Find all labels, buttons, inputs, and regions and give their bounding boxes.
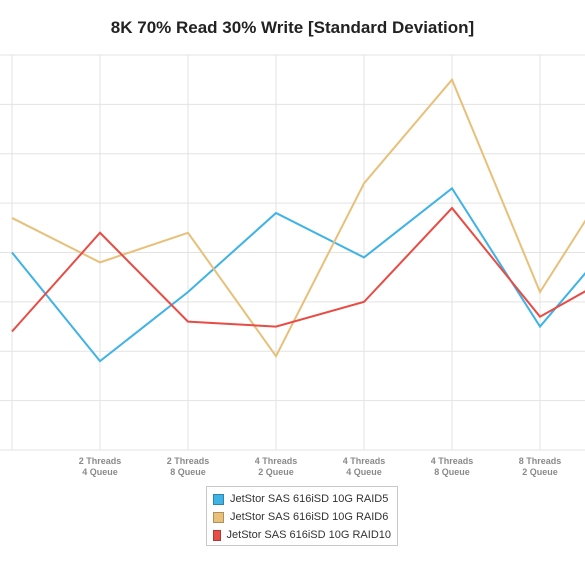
x-tick-label-line: 8 Queue: [434, 467, 470, 477]
x-tick-label: 2 Threads 4 Queue: [79, 456, 122, 477]
legend-label-raid6: JetStor SAS 616iSD 10G RAID6: [230, 511, 389, 523]
series-line-0: [11, 186, 585, 363]
legend-label-raid5: JetStor SAS 616iSD 10G RAID5: [230, 493, 389, 505]
x-tick-label-line: 4 Threads: [431, 456, 474, 466]
series-line-1: [11, 77, 585, 359]
legend-label-raid10: JetStor SAS 616iSD 10G RAID10: [226, 529, 391, 541]
x-tick-label: 4 Threads 8 Queue: [431, 456, 474, 477]
x-tick-label-line: 2 Queue: [522, 467, 558, 477]
x-tick-label-line: 8 Threads: [519, 456, 562, 466]
x-tick-label-line: 8 Queue: [170, 467, 206, 477]
legend-swatch-raid10: [213, 529, 221, 541]
series-line-2: [11, 206, 585, 333]
grid: [0, 54, 585, 451]
x-tick-label-line: 4 Threads: [255, 456, 298, 466]
legend-item-raid5[interactable]: JetStor SAS 616iSD 10G RAID5: [213, 490, 391, 508]
chart-title: 8K 70% Read 30% Write [Standard Deviatio…: [110, 18, 475, 37]
x-tick-label-line: 2 Threads: [167, 456, 210, 466]
x-tick-label: 4 Threads 2 Queue: [255, 456, 298, 477]
x-tick-label-line: 4 Queue: [82, 467, 118, 477]
legend-swatch-raid5: [213, 493, 224, 505]
x-tick-label: 4 Threads 4 Queue: [343, 456, 386, 477]
x-tick-label: 2 Threads 8 Queue: [167, 456, 210, 477]
x-tick-label-line: 2 Threads: [79, 456, 122, 466]
x-tick-label-line: 4 Threads: [343, 456, 386, 466]
legend-swatch-raid6: [213, 511, 224, 523]
series-lines: [11, 77, 585, 363]
legend-item-raid6[interactable]: JetStor SAS 616iSD 10G RAID6: [213, 508, 391, 526]
legend-item-raid10[interactable]: JetStor SAS 616iSD 10G RAID10: [213, 526, 391, 544]
x-tick-label: 8 Threads 2 Queue: [519, 456, 562, 477]
x-tick-label-line: 2 Queue: [258, 467, 294, 477]
legend: JetStor SAS 616iSD 10G RAID5 JetStor SAS…: [206, 486, 398, 546]
x-tick-label-line: 4 Queue: [346, 467, 382, 477]
